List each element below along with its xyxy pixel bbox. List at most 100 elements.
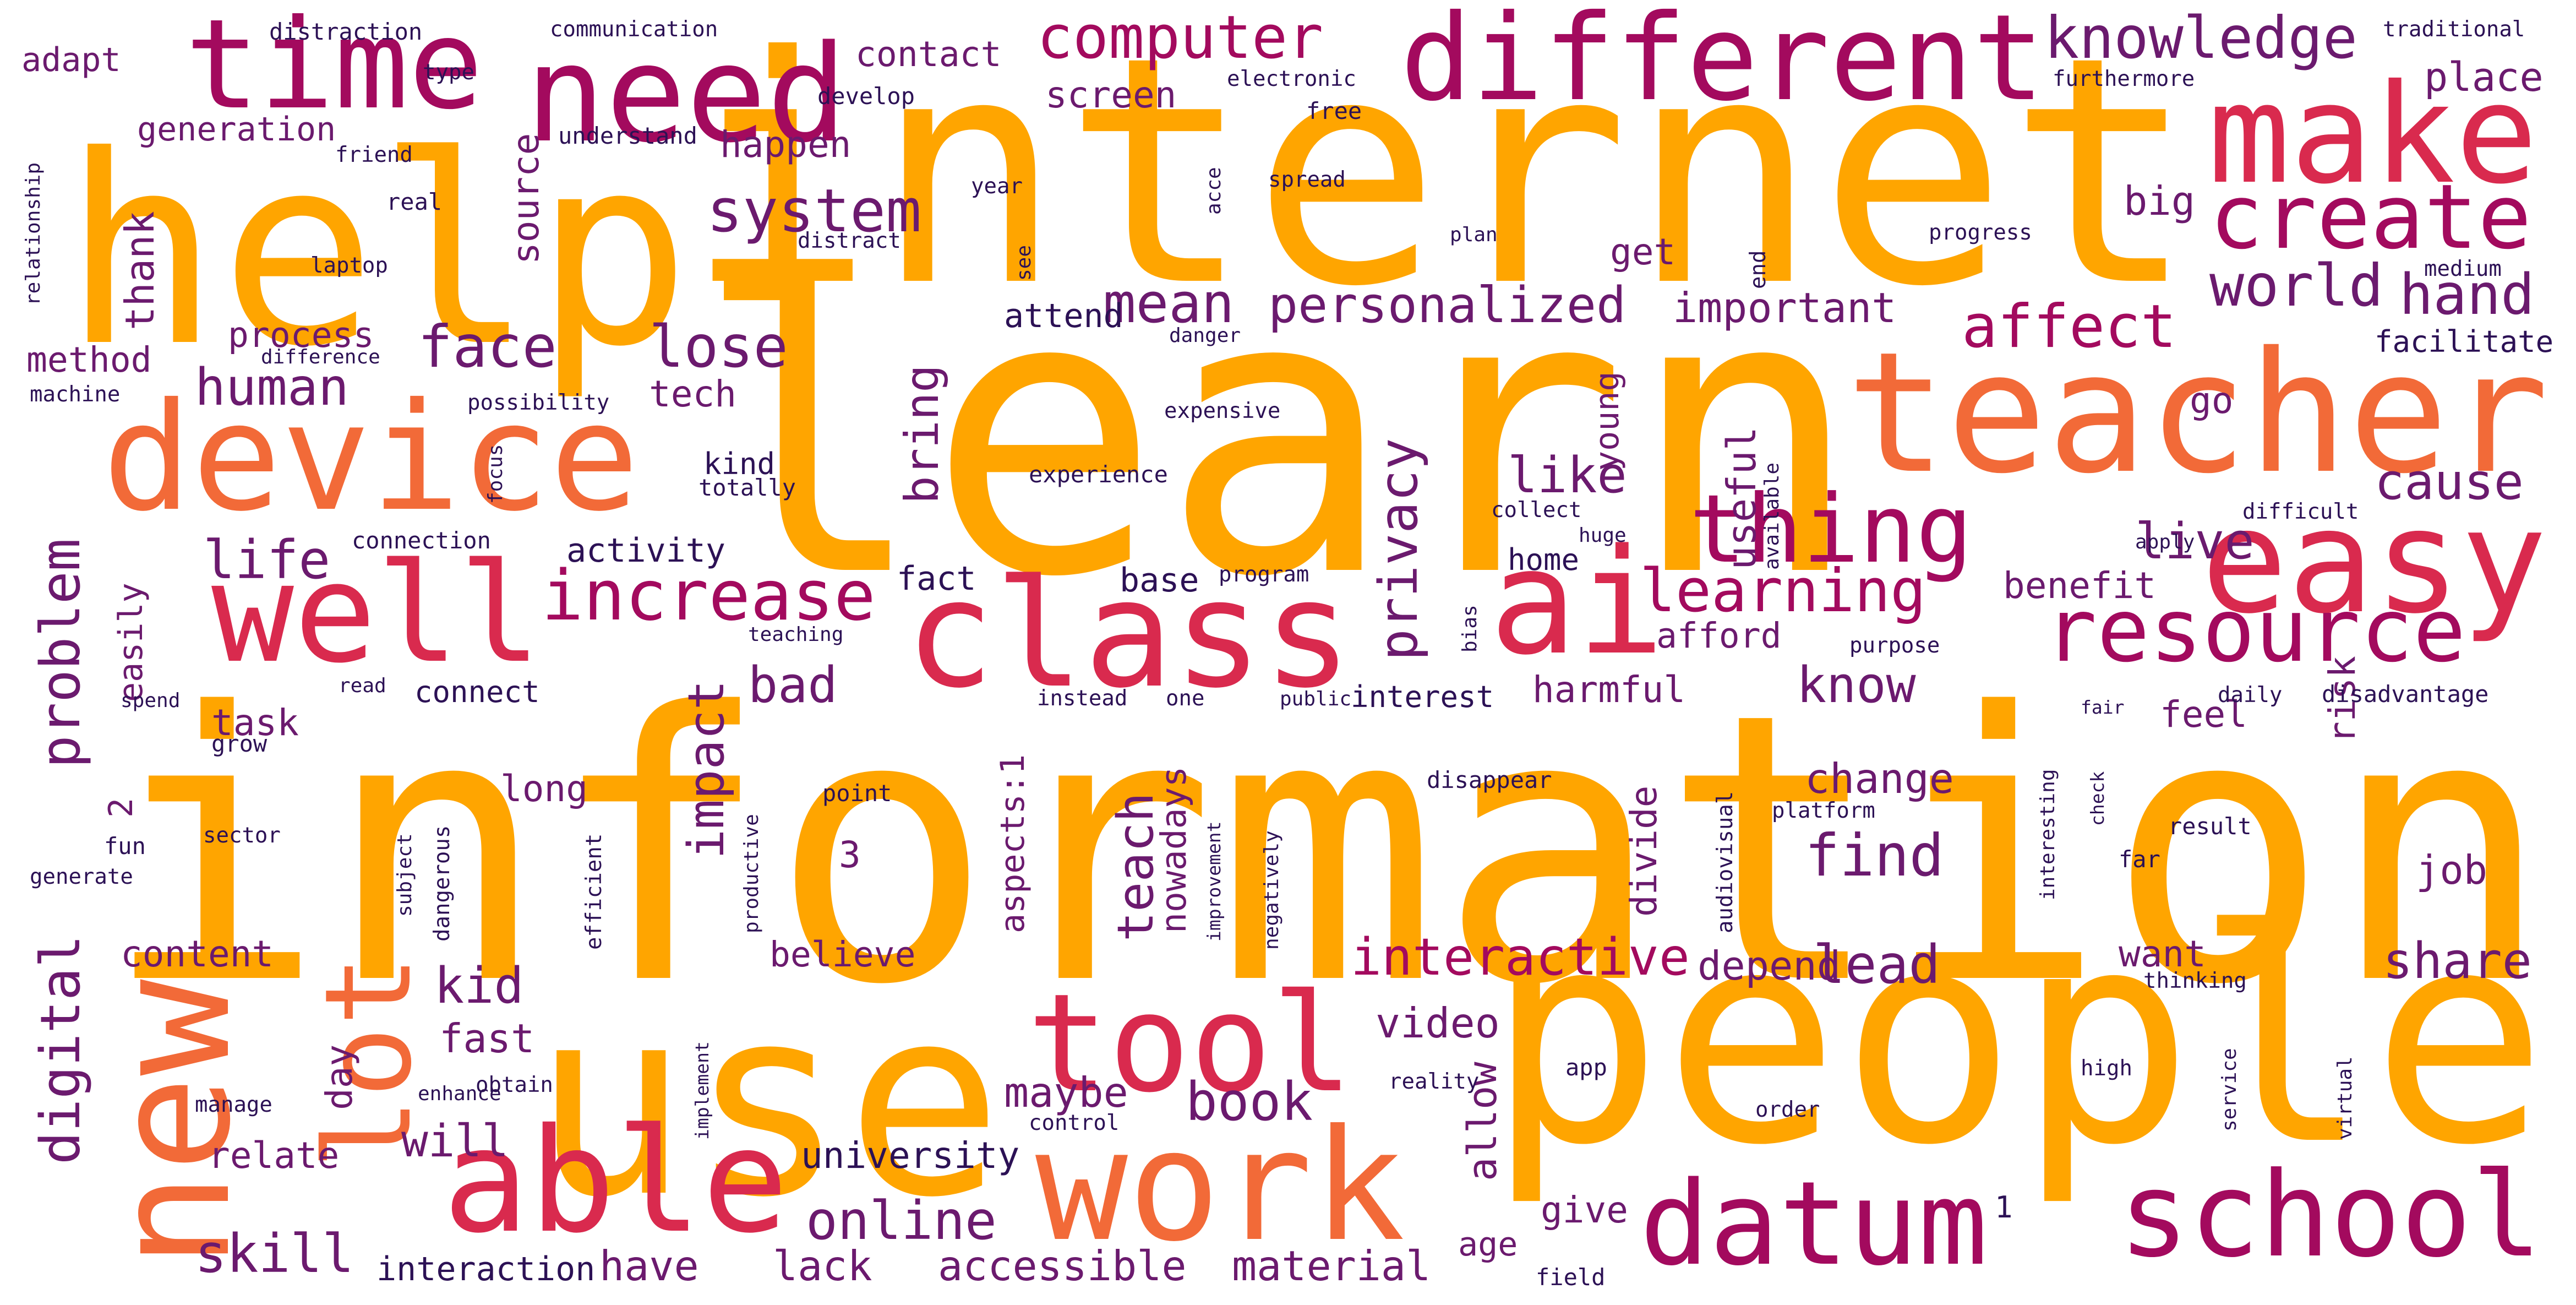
word: allow [1459,1062,1505,1181]
word: face [418,313,557,380]
word: develop [817,83,915,110]
word: use [532,950,1003,1254]
word: sector [203,823,281,848]
word: generation [137,110,336,149]
word: affect [1962,292,2176,361]
word: long [500,768,588,810]
word: progress [1929,220,2032,245]
word: benefit [2003,564,2156,607]
word: enhance [418,1083,501,1105]
word: expensive [1164,399,1280,423]
word: ai [1489,518,1664,687]
word: connect [414,675,540,709]
word: huge [1579,524,1627,547]
word: type [423,60,474,85]
word: make [2208,55,2538,214]
word: manage [195,1092,272,1117]
word: have [599,1242,699,1290]
word: interaction [376,1250,595,1288]
word: harmful [1532,668,1685,711]
word: year [971,174,1023,199]
word: understand [558,122,697,149]
word: internet [685,0,2196,355]
word: place [2424,54,2544,100]
word: field [1536,1264,1605,1291]
word: implement [691,1041,713,1140]
word: focus [484,444,507,504]
word: tool [1027,965,1353,1123]
word: purpose [1849,633,1940,658]
word: thing [1689,475,1973,584]
word: relationship [22,162,45,306]
word: 1 [1995,1190,2013,1225]
word: system [707,177,921,246]
word: disappear [1427,766,1552,793]
word: 2 [102,798,140,818]
word: device [102,371,639,544]
word: task [211,702,299,744]
word: one [1166,686,1204,711]
word: content [121,933,274,975]
word: machine [30,382,120,407]
word: time [185,0,483,137]
word: medium [2424,257,2502,281]
word: screen [1045,74,1176,116]
word: divide [1623,786,1665,917]
word: difference [261,346,380,368]
word: productive [740,814,763,933]
word: personalized [1268,276,1626,334]
word: efficient [582,834,607,950]
word: go [2190,379,2233,422]
word: work [1035,1096,1405,1275]
word: attend [1004,297,1123,335]
word: check [2087,771,2108,826]
word: facilitate [2375,324,2553,359]
word: impact [678,680,735,859]
word: plan [1450,224,1498,246]
word: kid [434,957,524,1015]
word: well [211,534,542,693]
word: distract [798,229,901,253]
word: help [63,100,691,404]
word: obtain [476,1073,553,1097]
word: give [1541,1189,1628,1231]
word: interactive [1351,927,1690,987]
word: day [318,1045,361,1110]
word: control [1029,1111,1119,1135]
word: risk [2321,656,2364,743]
word: human [195,357,349,417]
word: dangerous [430,825,455,942]
word: mean [1103,272,1234,335]
word: happen [720,123,851,166]
word: see [1013,245,1035,281]
word: know [1797,656,1917,714]
word: tech [649,373,736,415]
word: material [1232,1242,1431,1290]
word: privacy [1368,438,1429,661]
word: difficult [2242,499,2359,524]
word: free [1306,97,1362,124]
word: totally [698,474,796,501]
word: friend [335,143,413,167]
word: program [1219,562,1309,587]
word: traditional [2383,17,2525,42]
word: electronic [1227,67,1356,91]
word: relate [208,1134,339,1177]
word: teach [1107,792,1165,942]
word: afford [1656,616,1782,656]
word: fun [104,833,146,860]
word: digital [29,935,92,1165]
word: daily [2218,683,2282,708]
word: computer [1037,3,1323,72]
word: order [1755,1097,1820,1122]
word: bad [748,656,838,714]
word: subject [394,833,416,917]
word: need [525,17,847,172]
word: learning [1640,557,1926,626]
word: problem [29,539,92,768]
word: furthermore [2053,67,2195,91]
word: bring [895,365,949,504]
word: result [2168,813,2252,840]
word: different [1400,0,2044,127]
